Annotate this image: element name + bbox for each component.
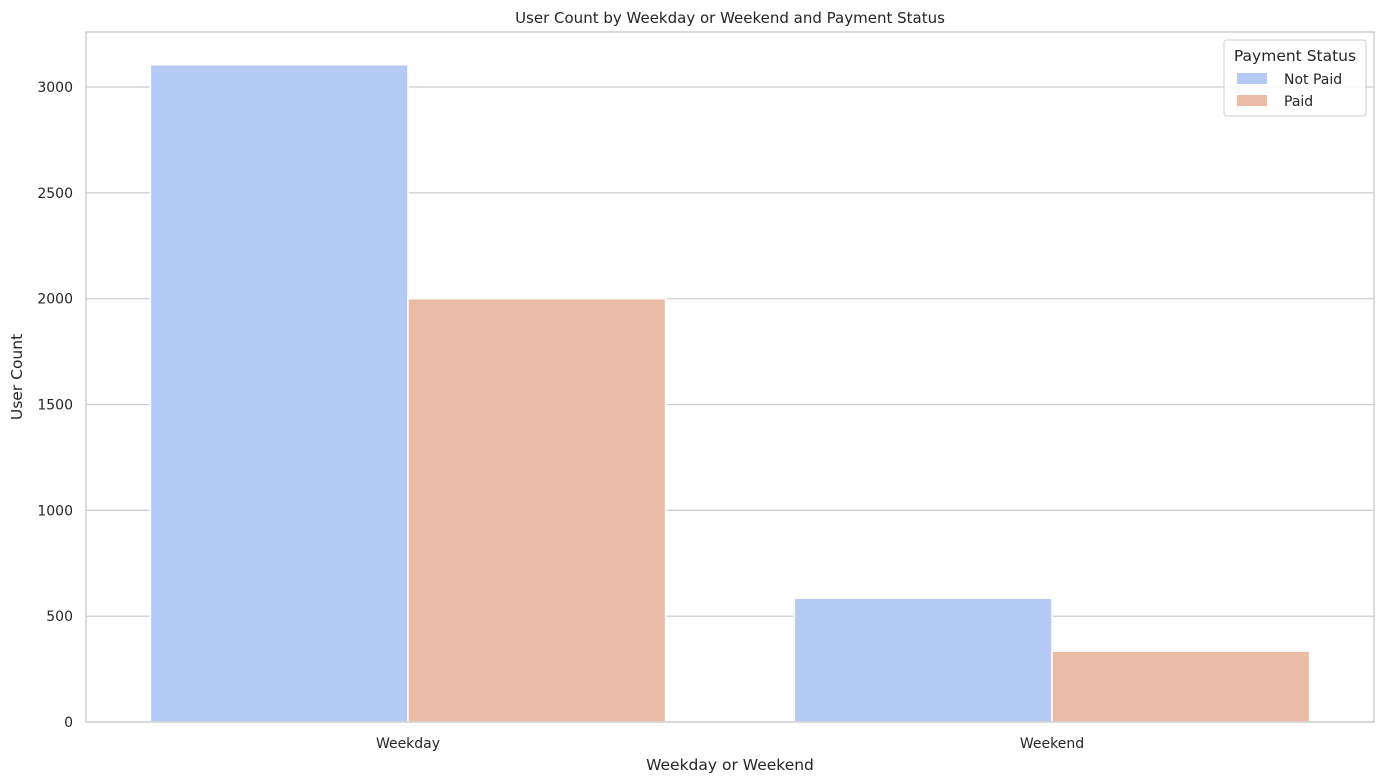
legend-swatch [1237,95,1267,106]
legend-swatch [1237,73,1267,84]
legend-title: Payment Status [1234,47,1356,65]
y-axis-label: User Count [8,334,26,420]
x-tick-label: Weekend [1020,736,1084,752]
bars [149,64,1311,723]
bar-paid-weekday [407,297,667,723]
legend: Payment Status Not Paid Paid [1223,39,1367,117]
legend-label: Not Paid [1284,72,1342,88]
y-tick-label: 2500 [37,186,73,202]
x-axis-label: Weekday or Weekend [646,756,814,774]
y-axis-ticks: 0 500 1000 1500 2000 2500 3000 [37,80,73,731]
y-tick-label: 0 [64,715,73,731]
legend-items: Not Paid Paid [1237,72,1342,110]
y-tick-label: 3000 [37,80,73,96]
y-tick-label: 2000 [37,292,73,308]
plot-frame [85,31,1375,723]
x-tick-label: Weekday [376,736,440,752]
bar-not-paid-weekend [793,597,1053,723]
y-tick-label: 500 [46,609,73,625]
chart-title: User Count by Weekday or Weekend and Pay… [515,9,945,27]
bar-paid-weekend [1051,650,1311,723]
legend-label: Paid [1284,94,1313,110]
bar-not-paid-weekday [149,64,409,723]
x-axis-ticks: Weekday Weekend [376,736,1084,752]
y-tick-label: 1000 [37,503,73,519]
y-tick-label: 1500 [37,398,73,414]
